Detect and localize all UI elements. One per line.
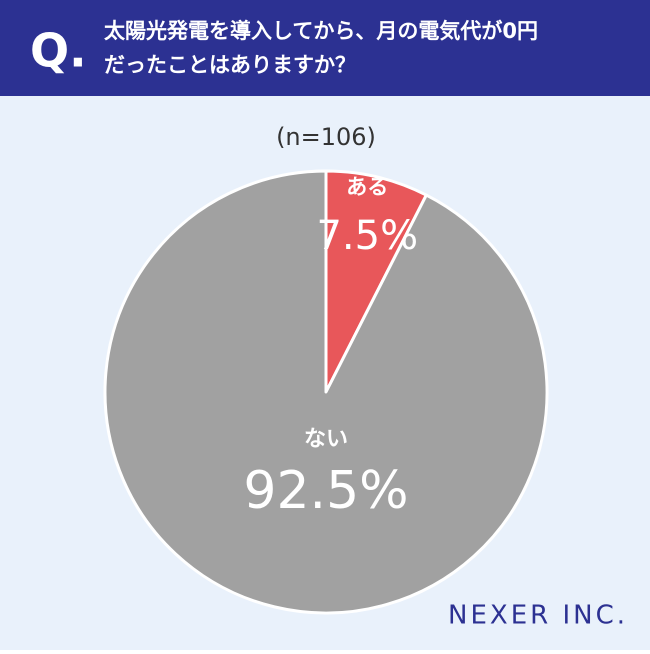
chart-title-line: だったことはありますか？ [104,53,356,77]
slice-value-label: 7.5% [316,213,418,259]
header-band [0,0,650,96]
source-logo: NEXER INC. [448,601,628,631]
chart-title-line: 太陽光発電を導入してから、月の電気代が0円 [104,19,538,43]
slice-category-label: ない [304,427,348,452]
pie-slice [324,169,428,394]
question-marker: Q. [30,24,87,78]
pie-slice [103,169,549,615]
slice-value-label: 92.5% [243,461,408,521]
slice-category-label: ある [346,175,388,199]
chart-subtitle: (n=106) [276,123,376,151]
